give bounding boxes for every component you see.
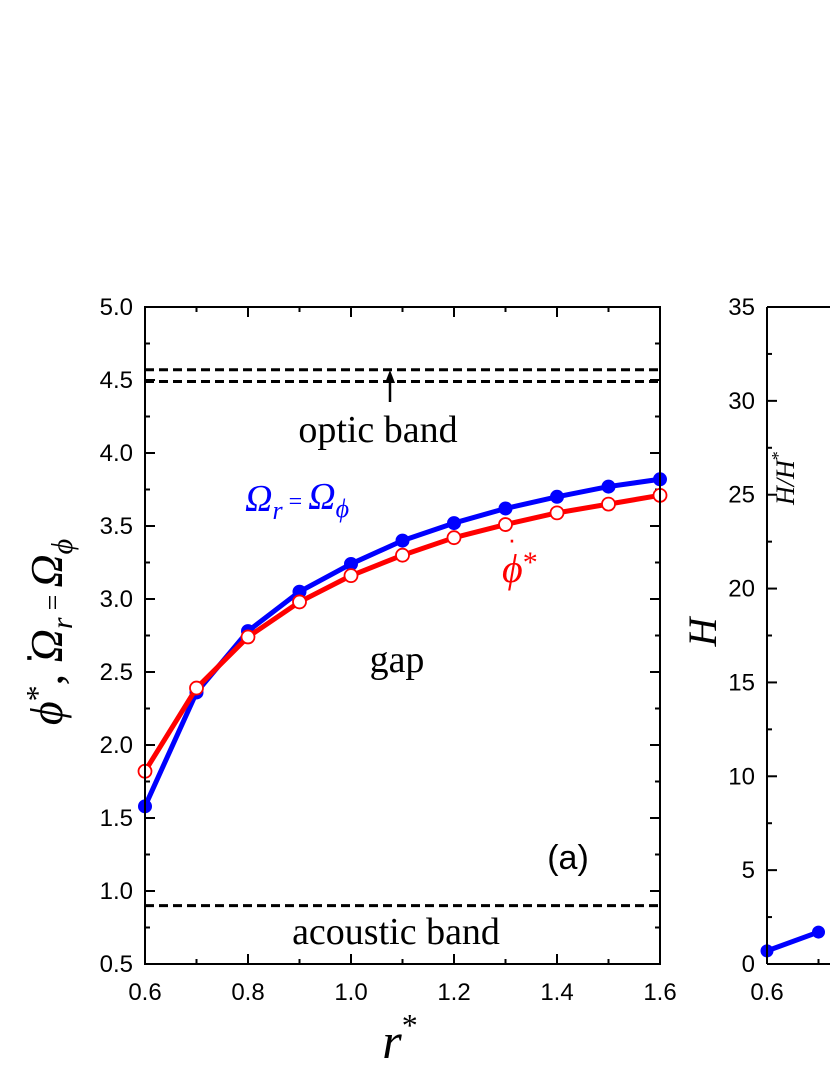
y-axis-label-dot: ·	[5, 651, 49, 664]
panel-a-reference-lines	[145, 368, 660, 908]
panel-b-y-tick-label: 10	[728, 763, 755, 790]
y-tick-label: 0.5	[100, 951, 133, 978]
series-point-1	[498, 517, 513, 532]
panel-b-y-tick-label: 35	[728, 294, 755, 321]
y-tick-label: 2.5	[100, 659, 133, 686]
series-label-omega: Ωr = Ωϕ	[245, 476, 349, 525]
y-tick-label: 5.0	[100, 294, 133, 321]
panel-b: 0 5 10 15 20 25 30 35 0.6 H H/H*	[680, 294, 830, 1006]
panel-b-series	[760, 925, 825, 958]
panel-a-ticks: 0.6 0.8 1.0 1.2 1.4 1.6 0.5 1.0 1.5 2.0 2.5 3.0 3.5 4…	[100, 294, 677, 1006]
series-point-1	[240, 629, 256, 645]
series-point-0	[498, 501, 513, 516]
panel-b-y-tick-label: 5	[742, 857, 755, 884]
panel-b-y-tick-label: 30	[728, 388, 755, 415]
panel-b-y-tick-label: 0	[742, 951, 755, 978]
series-point-1	[549, 505, 565, 521]
panel-b-ticks: 0 5 10 15 20 25 30 35 0.6	[728, 294, 820, 1006]
series-label-phidot-dot: ·	[508, 524, 517, 554]
gap-label: gap	[370, 639, 425, 681]
x-axis-label: r*	[382, 1007, 417, 1069]
y-axis-label: ϕ*, Ωr = Ωϕ	[19, 539, 79, 725]
y-tick-label: 1.5	[100, 805, 133, 832]
x-tick-label: 0.6	[128, 979, 161, 1006]
panel-b-inset-label: H/H*	[768, 451, 800, 506]
x-tick-label: 1.0	[334, 979, 367, 1006]
panel-a-plot-frame	[144, 306, 661, 965]
series-point-1	[189, 680, 204, 696]
x-tick-label: 0.8	[231, 979, 264, 1006]
panel-b-y-tick-label: 25	[728, 482, 755, 509]
panel-b-series-point	[812, 925, 825, 939]
y-tick-label: 2.0	[100, 732, 133, 759]
x-tick-label: 1.6	[643, 979, 676, 1006]
y-tick-label: 4.0	[100, 440, 133, 467]
series-point-0	[550, 489, 564, 504]
y-tick-label: 3.0	[100, 586, 133, 613]
series-point-0	[601, 479, 616, 494]
panel-b-x-tick-label: 0.6	[750, 979, 783, 1006]
series-point-1	[601, 496, 616, 512]
x-tick-label: 1.4	[540, 979, 573, 1006]
series-point-1	[343, 568, 359, 584]
series-point-1	[292, 594, 307, 610]
y-tick-label: 1.0	[100, 878, 133, 905]
optic-band-label: optic band	[298, 409, 457, 451]
y-tick-label: 3.5	[100, 513, 133, 540]
series-point-1	[446, 530, 462, 546]
up-arrow-icon	[385, 370, 395, 402]
acoustic-band-label: acoustic band	[292, 911, 500, 953]
x-tick-label: 1.2	[437, 979, 470, 1006]
y-tick-label: 4.5	[100, 367, 133, 394]
panel-b-y-tick-label: 15	[728, 669, 755, 696]
panel-b-y-tick-label: 20	[728, 576, 755, 603]
panel-a: 0.6 0.8 1.0 1.2 1.4 1.6 0.5 1.0 1.5 2.0 2.5 3.0 3.5 4…	[5, 294, 677, 1069]
panel-b-y-axis-label: H	[680, 615, 725, 647]
series-point-0	[447, 516, 461, 531]
series-point-0	[395, 533, 410, 548]
panel-label-a: (a)	[547, 839, 589, 877]
panel-b-series-line	[766, 929, 820, 954]
series-point-1	[395, 547, 410, 563]
